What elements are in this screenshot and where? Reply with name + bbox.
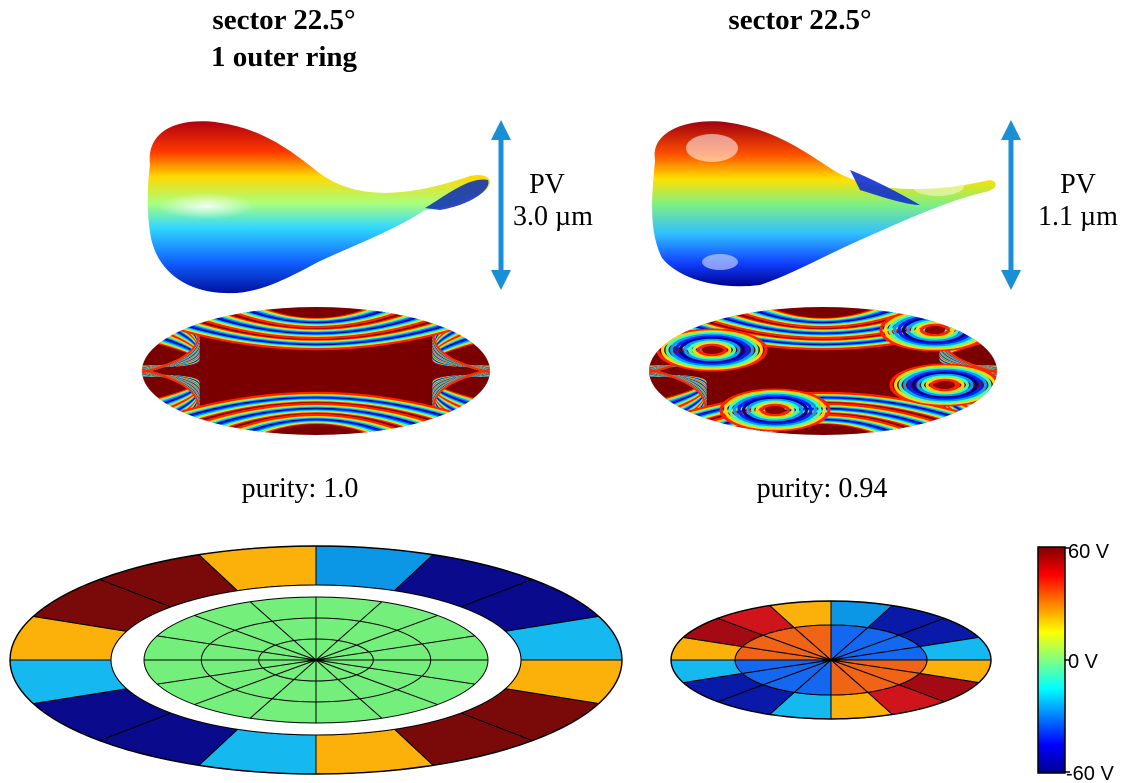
left-title-line-2: 1 outer ring: [211, 41, 358, 73]
left-electrode-map: [9, 545, 623, 775]
colorbar-bottom-label: -60 V: [1066, 763, 1114, 783]
colorbar-top-label: 60 V: [1068, 541, 1110, 563]
right-pv-value: 1.1 µm: [1038, 201, 1118, 232]
right-purity-label: purity: 0.94: [757, 473, 888, 504]
right-surface-plot: [652, 121, 996, 287]
inner-electrode-segment: [793, 624, 832, 661]
left-pv-label: PV: [529, 169, 565, 200]
left-pv-value: 3.0 µm: [513, 201, 593, 232]
colorbar-mid-label: 0 V: [1068, 651, 1099, 673]
colorbar: 60 V 0 V -60 V: [1037, 541, 1114, 783]
right-pv-label: PV: [1060, 169, 1096, 200]
right-title: sector 22.5°: [728, 4, 871, 36]
left-purity-label: purity: 1.0: [242, 473, 359, 504]
right-electrode-map: [670, 600, 992, 720]
left-title-line-1: sector 22.5°: [212, 4, 355, 36]
left-surface-plot: [147, 121, 490, 294]
left-fringe-pattern: [142, 307, 490, 435]
left-title: sector 22.5° 1 outer ring: [211, 4, 358, 73]
colorbar-gradient: [1037, 546, 1066, 774]
right-fringe-pattern: [649, 307, 997, 435]
